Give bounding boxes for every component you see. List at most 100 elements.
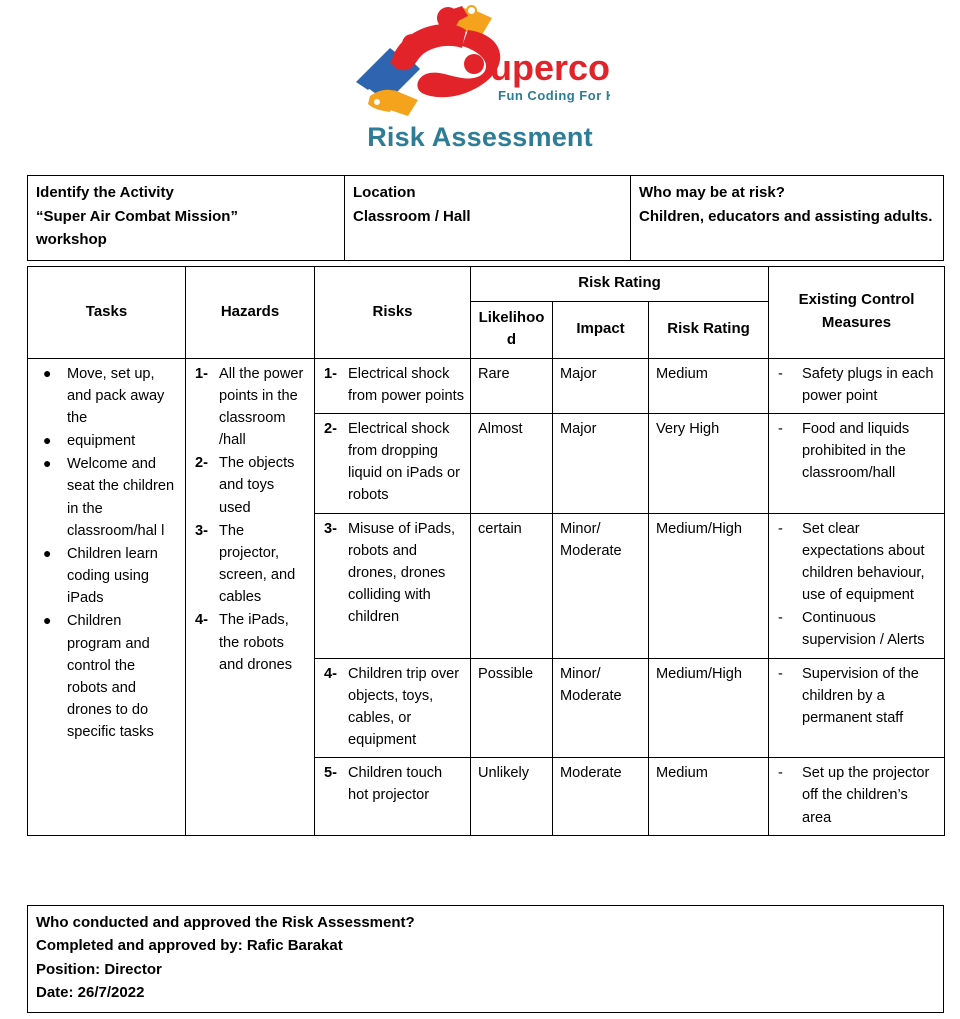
list-item: - Set clear expectations about children b… [776,518,938,607]
table-row: ● Move, set up, and pack away the ● equipm… [27,357,946,836]
risk-text: Children trip over objects, toys, cables… [348,665,460,749]
column-header-likelihood: Likelihoo d [470,300,553,359]
list-item: ● Children learn coding using iPads [35,543,179,610]
likelihood-cell: Rare [470,357,553,414]
impact-cell: Major [552,412,649,514]
likelihood-cell: certain [470,512,553,659]
list-item: - Food and liquids prohibited in the clas… [776,418,938,485]
bullet-icon: ● [43,364,52,381]
column-header-impact: Impact [552,300,649,359]
impact-cell: Moderate [552,757,649,836]
risk-rating-cell: Medium [647,357,770,414]
task-text: equipment [67,433,136,450]
control-text: Safety plugs in each power point [802,365,934,404]
column-header-tasks: Tasks [27,266,186,359]
list-item: 1- All the power points in the classroom … [193,363,308,452]
risk-cell: 5- Children touch hot projector [314,757,471,836]
hazard-number: 2- [195,455,208,472]
list-item: ● Move, set up, and pack away the [35,363,179,430]
likelihood-cell: Possible [470,657,553,759]
risk-text: Children touch hot projector [348,765,443,804]
list-item: ● Welcome and seat the children in the cl… [35,453,179,542]
activity-label: Identify the Activity [36,184,174,201]
risk-number: 1- [324,365,337,382]
bullet-icon: ● [43,612,52,629]
location-label: Location [353,184,416,201]
list-item: 3- Misuse of iPads, robots and drones, dr… [322,518,464,629]
activity-info-table: Identify the Activity “Super Air Combat … [27,174,944,262]
impact-cell: Minor/ Moderate [552,512,649,659]
list-item: 2- Electrical shock from dropping liquid … [322,418,464,507]
dash-marker: - [778,420,783,437]
list-item: ● Children program and control the robots… [35,610,179,743]
table-body: ● Move, set up, and pack away the ● equipm… [27,357,946,836]
task-text: Children program and control the robots … [67,613,154,741]
hazards-cell: 1- All the power points in the classroom … [185,357,315,836]
risk-cell: 1- Electrical shock from power points [314,357,471,414]
activity-value-line2: workshop [36,231,107,249]
impact-cell: Major [552,357,649,414]
table-row: 3- Misuse of iPads, robots and drones, dr… [28,512,946,659]
list-item: 4- The iPads, the robots and drones [193,609,308,676]
controls-cell: - Set clear expectations about children b… [768,512,946,659]
list-item: 1- Electrical shock from power points [322,363,464,407]
approval-footer-table: Who conducted and approved the Risk Asse… [27,905,944,1013]
list-item: ● equipment [35,430,179,452]
list-item: - Safety plugs in each power point [776,363,938,407]
controls-cell: - Safety plugs in each power point [768,357,946,414]
list-item: - Set up the projector off the children’s… [776,762,938,829]
hazard-number: 4- [195,612,208,629]
approval-question: Who conducted and approved the Risk Asse… [36,914,415,931]
hazard-text: All the power points in the classroom /h… [219,365,304,449]
tasks-cell: ● Move, set up, and pack away the ● equipm… [27,357,186,836]
at-risk-label: Who may be at risk? [639,184,785,201]
column-header-existing-controls: Existing Control Measures [768,266,946,359]
risk-cell: 4- Children trip over objects, toys, cabl… [314,657,471,759]
dash-marker: - [778,365,783,382]
control-text: Supervision of the children by a permane… [802,665,919,726]
list-item: 5- Children touch hot projector [322,762,464,806]
risk-cell: 3- Misuse of iPads, robots and drones, dr… [314,512,471,659]
list-item: 4- Children trip over objects, toys, cabl… [322,663,464,752]
location-value: Classroom / Hall [353,207,471,225]
footer-row: Who conducted and approved the Risk Asse… [27,905,944,1013]
at-risk-value: Children, educators and assisting adults… [639,207,933,225]
table-header-row-1: Tasks Hazards Risks Risk Rating Existing… [27,266,946,359]
impact-cell: Minor/ Moderate [552,657,649,759]
risk-cell: 2- Electrical shock from dropping liquid … [314,412,471,514]
controls-cell: - Supervision of the children by a perman… [768,657,946,759]
column-header-risk-rating-group: Risk Rating [469,266,770,302]
supercody-logo-icon: upercody Fun Coding For Kids [356,5,610,116]
svg-text:Fun Coding For Kids: Fun Coding For Kids [498,88,610,103]
info-row: Identify the Activity “Super Air Combat … [27,174,944,262]
dash-marker: - [778,610,783,627]
bullet-icon: ● [43,432,52,449]
approval-cell: Who conducted and approved the Risk Asse… [27,905,944,1013]
approval-position: Position: Director [36,960,162,978]
risk-rating-cell: Medium/High [647,657,770,759]
risk-rating-cell: Medium/High [647,512,770,659]
bullet-icon: ● [43,544,52,561]
approval-date: Date: 26/7/2022 [36,984,145,1002]
dash-marker: - [778,765,783,782]
at-risk-cell: Who may be at risk? Children, educators … [630,174,944,262]
risk-text: Electrical shock from dropping liquid on… [348,420,460,504]
control-text: Set up the projector off the children’s … [802,765,930,826]
risk-rating-cell: Medium [647,757,770,836]
table-row: 4- Children trip over objects, toys, cabl… [28,657,946,759]
task-text: Welcome and seat the children in the cla… [67,456,175,539]
list-item: - Supervision of the children by a perman… [776,663,938,730]
hazard-text: The objects and toys used [219,455,295,516]
list-item: 2- The objects and toys used [193,452,308,519]
approval-completed-by: Completed and approved by: Rafic Barakat [36,937,343,955]
risk-number: 4- [324,665,337,682]
risk-rating-cell: Very High [647,412,770,514]
risk-number: 5- [324,765,337,782]
activity-cell: Identify the Activity “Super Air Combat … [27,174,345,262]
hazard-text: The projector, screen, and cables [219,522,296,606]
column-header-risks: Risks [314,266,471,359]
risk-number: 3- [324,520,337,537]
svg-text:upercody: upercody [490,47,610,88]
table-row: 2- Electrical shock from dropping liquid … [28,412,946,514]
task-text: Children learn coding using iPads [67,545,158,607]
